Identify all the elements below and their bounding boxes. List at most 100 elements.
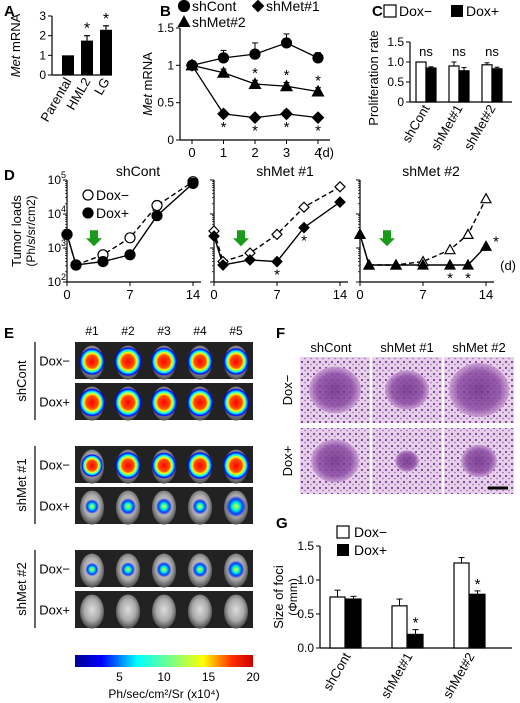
d-legend-label: Dox+: [96, 205, 129, 221]
d-series-line-dox-minus: [213, 186, 341, 263]
e-signal-overlay: [120, 498, 136, 515]
g-x-tick-label: shMet#2: [440, 650, 478, 701]
g-bar: [469, 593, 486, 649]
b-x-tick-label: 1: [220, 145, 227, 160]
e-row-label: Dox+: [39, 395, 70, 410]
c-legend-label: Dox+: [466, 3, 499, 19]
a-significance-star: *: [84, 21, 90, 38]
d-x-tick-label: 14: [186, 287, 200, 302]
e-signal-overlay: [222, 451, 250, 480]
d-point-dox-plus: [151, 210, 163, 222]
e-group-label: shCont: [14, 360, 29, 402]
b-legend-marker: [177, 0, 191, 13]
e-signal-overlay: [150, 388, 178, 417]
c-bar: [458, 70, 470, 103]
c-bar: [415, 61, 427, 103]
g-legend-label: Dox−: [354, 524, 387, 540]
chart-d-tumor-loads: Tumor loads (Ph/s/sr/cm2)10 210 310 410 50 7 14…: [9, 163, 516, 302]
g-y-tick-label: 0.5: [297, 607, 314, 621]
d-significance-star: *: [301, 233, 307, 250]
chart-g-foci-size: 0.0 0.5 1.0 1.5 Size of foci (Φmm) shCont * shMe…: [271, 524, 512, 701]
e-signal-overlay: [151, 452, 177, 479]
e-group-label: shMet #1: [14, 458, 29, 511]
g-bar: [345, 598, 362, 649]
d-significance-star: *: [465, 270, 471, 287]
e-signal-overlay: [150, 347, 178, 376]
d-point-dox-minus: [151, 199, 163, 212]
e-signal-overlay: [192, 561, 208, 578]
e-colorbar-label: Ph/sec/cm²/Sr (x10⁴): [108, 687, 219, 701]
d-x-tick-label: 0: [63, 287, 70, 302]
g-legend-label: Dox+: [354, 542, 387, 558]
d-x-tick-label: 0: [356, 287, 363, 302]
d-point-dox-plus: [362, 258, 376, 270]
c-y-tick-label: 0: [397, 95, 404, 109]
f-tumor-focus: [395, 450, 419, 472]
d-significance-star: *: [493, 233, 499, 250]
d-point-dox-minus: [271, 228, 283, 241]
c-legend-label: Dox−: [399, 3, 432, 19]
d-green-arrow: [379, 230, 395, 247]
f-column-label: shCont: [310, 340, 352, 355]
e-signal-overlay: [223, 347, 249, 376]
e-colorbar: [75, 655, 253, 667]
g-legend-swatch-dox-minus: [336, 525, 350, 539]
e-signal-overlay: [227, 560, 245, 579]
e-signal-overlay: [192, 498, 208, 515]
panel-e-bioluminescence: #1 #2 #3 #4 #5 shCont Dox− Dox+ shMet #1 Dox− Dox+…: [14, 324, 260, 701]
e-signal-overlay: [156, 498, 172, 515]
b-x-label: (d): [318, 145, 334, 160]
e-signal-overlay: [121, 562, 135, 577]
d-green-arrow: [86, 230, 102, 247]
b-significance-star: *: [315, 72, 321, 89]
e-row-label: Dox+: [39, 603, 70, 618]
panel-letter-d: D: [4, 167, 15, 184]
b-point: [280, 37, 293, 49]
panel-letter-c: C: [372, 3, 383, 20]
d-y-tick-exp: 4: [61, 204, 66, 214]
e-column-label: #5: [229, 324, 243, 338]
b-legend-marker: [177, 15, 191, 27]
b-legend-marker: [251, 0, 265, 13]
f-tumor-focus: [385, 370, 429, 410]
b-point: [216, 66, 231, 78]
b-y-tick-label: 1: [167, 58, 174, 72]
e-signal-overlay: [222, 388, 250, 417]
d-point-dox-plus: [334, 196, 346, 208]
b-y-label: Met mRNA: [140, 52, 155, 116]
d-significance-star: *: [274, 267, 280, 284]
e-signal-overlay: [114, 346, 142, 377]
panel-letter-g: G: [276, 515, 288, 532]
c-bar: [481, 64, 493, 103]
a-significance-star: *: [103, 11, 109, 28]
a-y-tick-label: 1: [39, 48, 46, 62]
panel-letter-e: E: [4, 325, 14, 342]
e-signal-overlay: [114, 387, 142, 418]
e-row-label: Dox+: [39, 499, 70, 514]
e-signal-overlay: [187, 451, 213, 480]
d-y-tick-label: 10: [48, 173, 62, 187]
c-legend-swatch-dox-minus: [383, 4, 397, 18]
e-colorbar-tick-label: 10: [157, 670, 171, 684]
d-point-dox-plus: [61, 228, 73, 240]
d-y-label: Tumor loads: [9, 195, 24, 267]
a-y-label: Met mRNA: [8, 13, 23, 77]
e-colorbar-tick-label: 5: [116, 670, 123, 684]
e-colorbar-tick-label: 15: [202, 670, 216, 684]
d-point-dox-plus: [443, 258, 457, 270]
c-legend-swatch-dox-plus: [451, 5, 463, 17]
e-colorbar-tick-label: 20: [246, 670, 260, 684]
d-point-dox-plus: [217, 259, 229, 271]
b-y-tick-label: 1.5: [157, 21, 174, 35]
d-point-dox-minus: [443, 243, 457, 255]
e-mouse-image: [224, 594, 248, 629]
e-signal-overlay: [226, 495, 246, 518]
d-point-dox-minus: [479, 192, 493, 204]
e-row-label: Dox−: [39, 354, 70, 369]
e-group-label: shMet #2: [14, 562, 29, 615]
d-point-dox-plus: [70, 259, 82, 271]
d-y-tick-exp: 3: [61, 238, 66, 248]
a-bar: [100, 29, 112, 75]
d-y-tick-exp: 5: [61, 170, 66, 180]
f-tumor-focus: [461, 444, 497, 478]
